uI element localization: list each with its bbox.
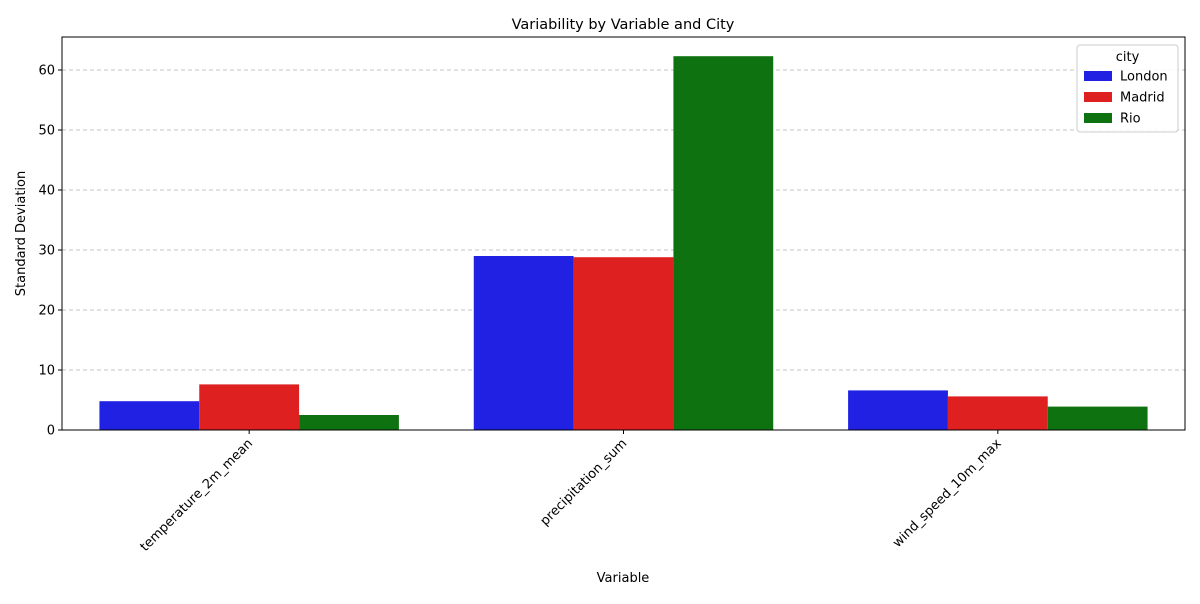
chart-title: Variability by Variable and City — [512, 17, 735, 33]
legend-items: London Madrid Rio — [1084, 70, 1168, 127]
y-tick-label: 50 — [38, 124, 55, 139]
y-axis-label: Standard Deviation — [14, 171, 29, 296]
legend-label-madrid: Madrid — [1120, 91, 1165, 106]
bar-london-temperature-2m-mean — [99, 401, 200, 430]
x-axis: temperature_2m_mean precipitation_sum wind… — [138, 430, 1005, 555]
legend-swatch-london — [1084, 71, 1112, 81]
legend-title: city — [1116, 50, 1140, 65]
y-tick-label: 40 — [38, 184, 55, 199]
y-tick-label: 0 — [47, 424, 55, 439]
bar-rio-wind-speed-10m-max — [1047, 406, 1148, 430]
y-tick-label: 60 — [38, 64, 55, 79]
bars — [99, 56, 1148, 430]
legend-label-london: London — [1120, 70, 1168, 85]
bar-rio-temperature-2m-mean — [299, 415, 399, 430]
bar-madrid-wind-speed-10m-max — [947, 396, 1048, 430]
y-tick-label: 30 — [38, 244, 55, 259]
x-axis-label: Variable — [597, 571, 650, 586]
x-tick-label: wind_speed_10m_max — [890, 436, 1005, 551]
bar-madrid-precipitation-sum — [573, 257, 674, 430]
bar-rio-precipitation-sum — [673, 56, 774, 430]
legend-box — [1076, 44, 1179, 133]
y-axis: 0 10 20 30 40 50 60 — [38, 64, 62, 439]
x-tick-label: temperature_2m_mean — [138, 436, 256, 554]
legend[interactable]: city London Madrid Rio — [1076, 44, 1179, 133]
bar-london-precipitation-sum — [473, 256, 574, 430]
legend-swatch-rio — [1084, 113, 1112, 123]
legend-swatch-madrid — [1084, 92, 1112, 102]
y-tick-label: 20 — [38, 304, 55, 319]
bar-madrid-temperature-2m-mean — [199, 384, 300, 430]
y-tick-label: 10 — [38, 364, 55, 379]
bar-london-wind-speed-10m-max — [848, 390, 948, 430]
legend-label-rio: Rio — [1120, 112, 1141, 127]
x-tick-label: precipitation_sum — [538, 436, 631, 529]
